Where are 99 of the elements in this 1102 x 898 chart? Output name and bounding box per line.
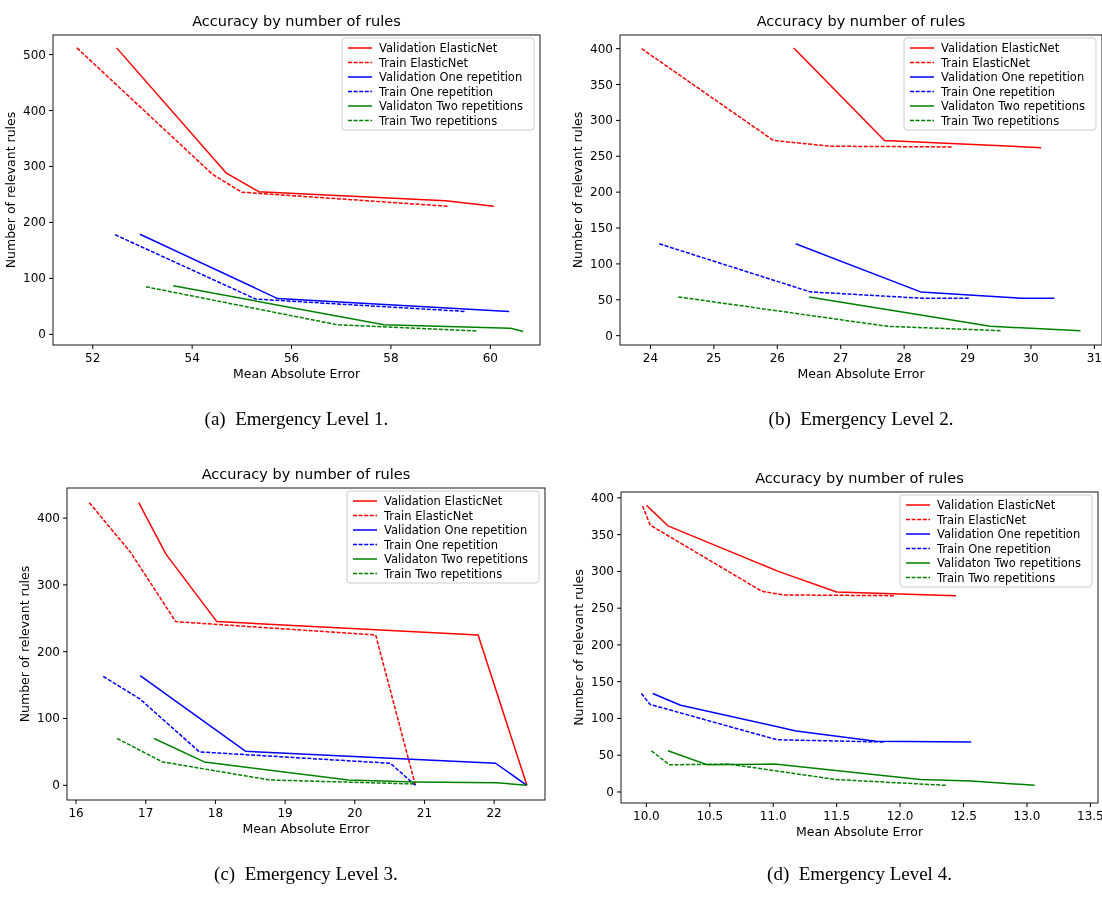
y-tick-label: 300 [37,577,60,592]
y-tick-label: 0 [606,784,614,799]
y-tick-label: 0 [605,328,613,343]
x-tick-label: 27 [833,351,849,365]
y-tick-label: 100 [37,711,60,726]
legend-label: Validation ElasticNet [937,498,1056,512]
y-tick-label: 500 [23,47,46,62]
x-tick-label: 22 [486,806,502,820]
x-tick-label: 17 [138,806,154,820]
legend-label: Train Two repetitions [936,570,1056,585]
x-tick-label: 56 [283,351,300,365]
x-tick-label: 24 [642,351,659,365]
x-tick-label: 30 [1023,351,1039,365]
x-tick-label: 11.0 [759,809,787,823]
legend-label: Validation One repetition [379,70,523,84]
chart-title: Accuracy by number of rules [192,13,401,29]
x-tick-label: 25 [706,351,722,365]
y-tick-label: 250 [591,601,614,616]
legend-label: Validation ElasticNet [379,41,498,55]
x-tick-label: 28 [896,351,912,365]
y-tick-label: 400 [23,103,46,118]
y-tick-label: 150 [591,674,614,689]
x-axis-title: Mean Absolute Error [795,824,924,839]
y-axis-title: Number of relevant rules [570,111,585,269]
x-tick-label: 10.5 [696,809,724,823]
x-tick-label: 12.5 [950,809,977,823]
x-tick-label: 13.5 [1077,809,1102,823]
x-tick-label: 60 [482,351,498,365]
y-tick-label: 200 [590,185,613,200]
y-tick-label: 0 [38,327,46,342]
x-tick-label: 26 [769,351,785,365]
legend-label: Train ElasticNet [378,55,469,70]
x-axis-title: Mean Absolute Error [232,366,361,381]
x-tick-label: 21 [416,806,433,820]
text: (a) Emergency Level 1. [204,408,389,430]
text: (b) Emergency Level 2. [768,408,954,430]
legend-label: Train One repetition [936,541,1051,556]
x-tick-label: 18 [207,806,224,820]
y-tick-label: 200 [591,637,614,652]
y-tick-label: 400 [37,511,60,526]
line-series [139,674,528,787]
legend-label: Validation ElasticNet [384,494,503,508]
y-tick-label: 350 [590,77,613,92]
y-tick-label: 350 [591,527,614,542]
legend-label: Train Two repetitions [378,113,498,128]
x-axis-title: Mean Absolute Error [242,821,371,836]
legend-label: Train Two repetitions [383,566,503,581]
x-tick-label: 54 [184,351,200,365]
x-tick-label: 58 [383,351,399,365]
y-axis-title: Number of relevant rules [571,569,586,726]
y-tick-label: 250 [590,149,613,164]
x-axis-title: Mean Absolute Error [797,366,926,381]
legend-label: Train Two repetitions [940,113,1060,128]
legend-label: Train One repetition [940,84,1055,99]
y-tick-label: 400 [590,41,613,56]
legend-label: Validaton Two repetitions [937,556,1082,570]
line-series [102,675,417,787]
legend-label: Train ElasticNet [936,512,1027,527]
y-tick-label: 100 [23,271,46,286]
text: (d) Emergency Level 4. [767,863,952,885]
x-tick-label: 29 [959,351,976,365]
x-tick-label: 11.5 [823,809,851,823]
text: (c) Emergency Level 3. [214,863,398,885]
y-tick-label: 300 [591,564,614,579]
x-tick-label: 19 [277,806,293,820]
y-tick-label: 0 [52,778,60,793]
chart-title: Accuracy by number of rules [756,13,966,29]
x-tick-label: 31 [1086,351,1102,365]
y-tick-label: 400 [591,490,614,505]
y-tick-label: 50 [598,748,614,763]
legend-label: Validaton Two repetitions [941,99,1086,113]
legend-label: Train ElasticNet [940,55,1031,70]
y-tick-label: 300 [23,159,46,174]
legend-label: Validation One repetition [937,527,1081,541]
legend-label: Train One repetition [383,537,498,552]
legend-label: Train ElasticNet [383,508,474,523]
x-tick-label: 12.0 [886,809,914,823]
legend-label: Validation One repetition [384,523,528,537]
y-tick-label: 200 [37,644,60,659]
y-tick-label: 150 [590,221,613,236]
y-axis-title: Number of relevant rules [17,565,32,723]
legend-label: Validation One repetition [941,70,1085,84]
legend-label: Validation ElasticNet [941,41,1060,55]
y-tick-label: 100 [591,711,614,726]
x-tick-label: 52 [85,351,101,365]
y-tick-label: 50 [597,292,613,307]
y-tick-label: 200 [23,215,46,230]
x-tick-label: 16 [68,806,84,820]
x-tick-label: 20 [347,806,363,820]
y-axis-title: Number of relevant rules [3,111,18,269]
legend-label: Validaton Two repetitions [379,99,524,113]
legend-label: Train One repetition [378,84,493,99]
legend-label: Validaton Two repetitions [384,552,529,566]
chart-title: Accuracy by number of rules [201,466,411,482]
x-tick-label: 10.0 [633,809,660,823]
x-tick-label: 13.0 [1013,809,1041,823]
y-tick-label: 100 [590,256,613,271]
chart-title: Accuracy by number of rules [755,470,964,486]
y-tick-label: 300 [590,113,613,128]
